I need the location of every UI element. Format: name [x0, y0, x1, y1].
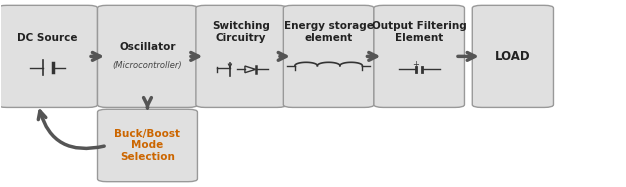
Text: Output Filtering
Element: Output Filtering Element	[372, 22, 466, 43]
FancyBboxPatch shape	[284, 5, 374, 107]
Text: (Microcontroller): (Microcontroller)	[113, 61, 182, 70]
FancyBboxPatch shape	[98, 5, 197, 107]
Text: Oscillator: Oscillator	[119, 42, 176, 52]
Text: DC Source: DC Source	[18, 33, 78, 43]
FancyBboxPatch shape	[0, 5, 98, 107]
FancyBboxPatch shape	[472, 5, 553, 107]
FancyBboxPatch shape	[196, 5, 287, 107]
Text: Switching
Circuitry: Switching Circuitry	[212, 22, 270, 43]
Text: Buck/Boost
Mode
Selection: Buck/Boost Mode Selection	[115, 129, 180, 162]
Text: +: +	[413, 60, 419, 69]
FancyBboxPatch shape	[374, 5, 464, 107]
Text: LOAD: LOAD	[495, 50, 531, 63]
FancyBboxPatch shape	[98, 109, 197, 182]
Text: Energy storage
element: Energy storage element	[284, 22, 374, 43]
